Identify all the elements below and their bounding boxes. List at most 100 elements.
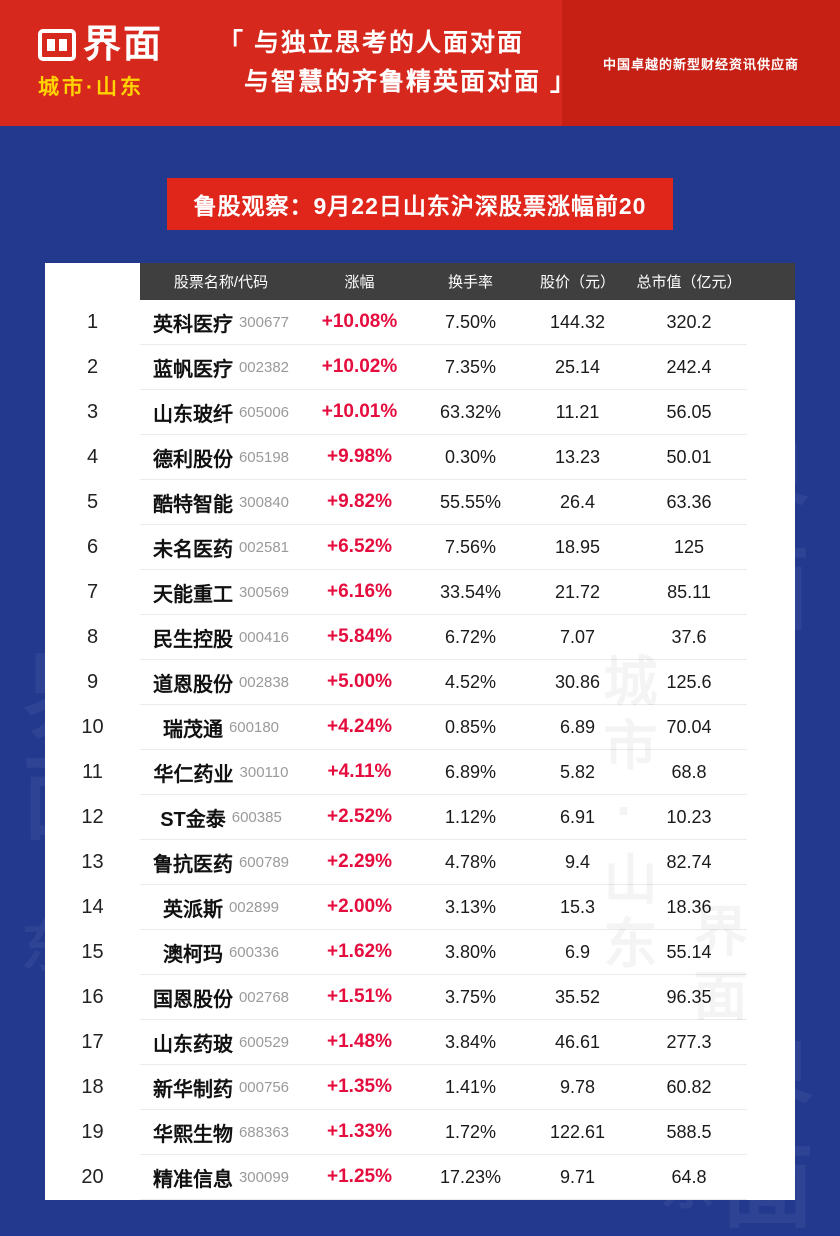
marketcap-cell: 56.05	[631, 390, 747, 435]
row-spacer	[747, 480, 795, 525]
rank-cell: 10	[81, 716, 104, 738]
change-cell: +9.98%	[302, 435, 417, 480]
stock-name: ST金泰	[160, 808, 226, 831]
row-spacer	[747, 840, 795, 885]
stock-code: 600385	[231, 808, 282, 826]
stock-code: 605006	[238, 403, 290, 421]
stock-table-card: 城市·山东 界面 股票名称/代码 涨幅 换手率 股价（元） 总市值（亿元） 1 …	[45, 263, 795, 1200]
column-header-turnover: 换手率	[417, 263, 524, 300]
stock-name: 山东药玻	[152, 1033, 233, 1056]
table-row: 13 鲁抗医药 600789 +2.29% 4.78% 9.4 82.74	[45, 840, 795, 885]
content-area: 界面 城市·山东 界面 城市·山东 界面 城市·山东 鲁股观察：9月22日山东沪…	[0, 178, 840, 1236]
turnover-cell: 55.55%	[417, 480, 524, 525]
stock-code: 000756	[238, 1078, 290, 1096]
table-row: 14 英派斯 002899 +2.00% 3.13% 15.3 18.36	[45, 885, 795, 930]
marketcap-cell: 320.2	[631, 300, 747, 345]
stock-name-cell: 天能重工 300569	[140, 570, 302, 615]
rank-cell: 13	[81, 851, 104, 873]
marketcap-cell: 60.82	[631, 1065, 747, 1110]
row-spacer	[747, 1065, 795, 1110]
marketcap-cell: 85.11	[631, 570, 747, 615]
stock-name: 英科医疗	[152, 313, 233, 336]
price-cell: 13.23	[524, 435, 631, 480]
stock-name: 山东玻纤	[152, 403, 233, 426]
row-spacer	[747, 300, 795, 345]
rank-cell: 18	[81, 1076, 104, 1098]
table-row: 20 精准信息 300099 +1.25% 17.23% 9.71 64.8	[45, 1155, 795, 1200]
slogan-line2: 与智慧的齐鲁精英面对面 」	[244, 68, 577, 96]
marketcap-cell: 70.04	[631, 705, 747, 750]
row-spacer	[747, 750, 795, 795]
rank-cell: 17	[81, 1031, 104, 1053]
price-cell: 144.32	[524, 300, 631, 345]
slogan-line1: 「 与独立思考的人面对面	[218, 29, 524, 58]
price-cell: 26.4	[524, 480, 631, 525]
brand-name: 界面	[83, 23, 164, 66]
turnover-cell: 7.50%	[417, 300, 524, 345]
price-cell: 7.07	[524, 615, 631, 660]
header: 界面 城市·山东 「 与独立思考的人面对面 与智慧的齐鲁精英面对面 」 中国卓越…	[0, 0, 840, 126]
change-cell: +4.11%	[302, 750, 417, 795]
stock-name-cell: 英派斯 002899	[140, 885, 302, 930]
marketcap-cell: 277.3	[631, 1020, 747, 1065]
marketcap-cell: 588.5	[631, 1110, 747, 1155]
row-spacer	[747, 975, 795, 1020]
stock-name: 英派斯	[162, 898, 223, 921]
marketcap-cell: 18.36	[631, 885, 747, 930]
stock-name-cell: 新华制药 000756	[140, 1065, 302, 1110]
stock-name-cell: 精准信息 300099	[140, 1155, 302, 1200]
change-cell: +1.48%	[302, 1020, 417, 1065]
stock-name: 瑞茂通	[162, 718, 223, 741]
table-row: 10 瑞茂通 600180 +4.24% 0.85% 6.89 70.04	[45, 705, 795, 750]
table-row: 18 新华制药 000756 +1.35% 1.41% 9.78 60.82	[45, 1065, 795, 1110]
marketcap-cell: 10.23	[631, 795, 747, 840]
stock-code: 600180	[228, 718, 280, 736]
row-spacer	[747, 390, 795, 435]
price-cell: 9.4	[524, 840, 631, 885]
price-cell: 5.82	[524, 750, 631, 795]
table-row: 4 德利股份 605198 +9.98% 0.30% 13.23 50.01	[45, 435, 795, 480]
stock-code: 002899	[228, 898, 280, 916]
price-cell: 11.21	[524, 390, 631, 435]
table-row: 16 国恩股份 002768 +1.51% 3.75% 35.52 96.35	[45, 975, 795, 1020]
rank-cell: 7	[86, 581, 99, 603]
marketcap-cell: 50.01	[631, 435, 747, 480]
stock-name: 德利股份	[152, 448, 233, 471]
row-spacer	[747, 615, 795, 660]
table-row: 2 蓝帆医疗 002382 +10.02% 7.35% 25.14 242.4	[45, 345, 795, 390]
table-row: 6 未名医药 002581 +6.52% 7.56% 18.95 125	[45, 525, 795, 570]
turnover-cell: 3.75%	[417, 975, 524, 1020]
stock-code: 600529	[238, 1033, 290, 1051]
price-cell: 15.3	[524, 885, 631, 930]
jiemian-logo-icon	[38, 28, 76, 61]
rank-cell: 2	[86, 356, 99, 378]
row-spacer	[747, 930, 795, 975]
row-spacer	[747, 570, 795, 615]
turnover-cell: 7.56%	[417, 525, 524, 570]
stock-name: 蓝帆医疗	[152, 358, 233, 381]
stock-name-cell: 山东药玻 600529	[140, 1020, 302, 1065]
stock-name-cell: 鲁抗医药 600789	[140, 840, 302, 885]
marketcap-cell: 64.8	[631, 1155, 747, 1200]
slogan: 「 与独立思考的人面对面 与智慧的齐鲁精英面对面 」	[218, 24, 577, 102]
rank-cell: 19	[81, 1121, 104, 1143]
change-cell: +4.24%	[302, 705, 417, 750]
stock-name-cell: ST金泰 600385	[140, 795, 302, 840]
stock-name: 鲁抗医药	[152, 853, 233, 876]
stock-name: 华熙生物	[152, 1123, 233, 1146]
price-cell: 35.52	[524, 975, 631, 1020]
rank-cell: 16	[81, 986, 104, 1008]
stock-code: 300677	[238, 313, 290, 331]
change-cell: +6.52%	[302, 525, 417, 570]
price-cell: 9.78	[524, 1065, 631, 1110]
rank-cell: 5	[86, 491, 99, 513]
tagline: 中国卓越的新型财经资讯供应商	[602, 56, 799, 72]
table-row: 1 英科医疗 300677 +10.08% 7.50% 144.32 320.2	[45, 300, 795, 345]
table-row: 11 华仁药业 300110 +4.11% 6.89% 5.82 68.8	[45, 750, 795, 795]
price-cell: 25.14	[524, 345, 631, 390]
rank-cell: 20	[81, 1166, 104, 1188]
turnover-cell: 4.78%	[417, 840, 524, 885]
rank-cell: 12	[81, 806, 104, 828]
turnover-cell: 3.80%	[417, 930, 524, 975]
